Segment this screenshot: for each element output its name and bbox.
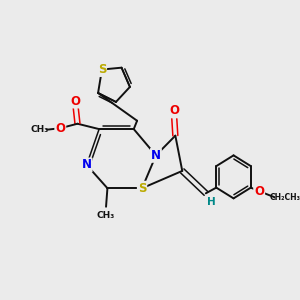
Text: O: O: [169, 104, 179, 117]
Text: O: O: [70, 94, 80, 107]
Text: O: O: [254, 185, 264, 198]
Text: CH₃: CH₃: [30, 125, 48, 134]
Text: N: N: [151, 149, 161, 162]
Text: CH₃: CH₃: [97, 211, 115, 220]
Text: N: N: [82, 158, 92, 171]
Text: S: S: [98, 63, 106, 76]
Text: H: H: [207, 197, 216, 207]
Text: O: O: [55, 122, 65, 135]
Text: CH₂CH₃: CH₂CH₃: [269, 193, 300, 202]
Text: S: S: [138, 182, 146, 195]
